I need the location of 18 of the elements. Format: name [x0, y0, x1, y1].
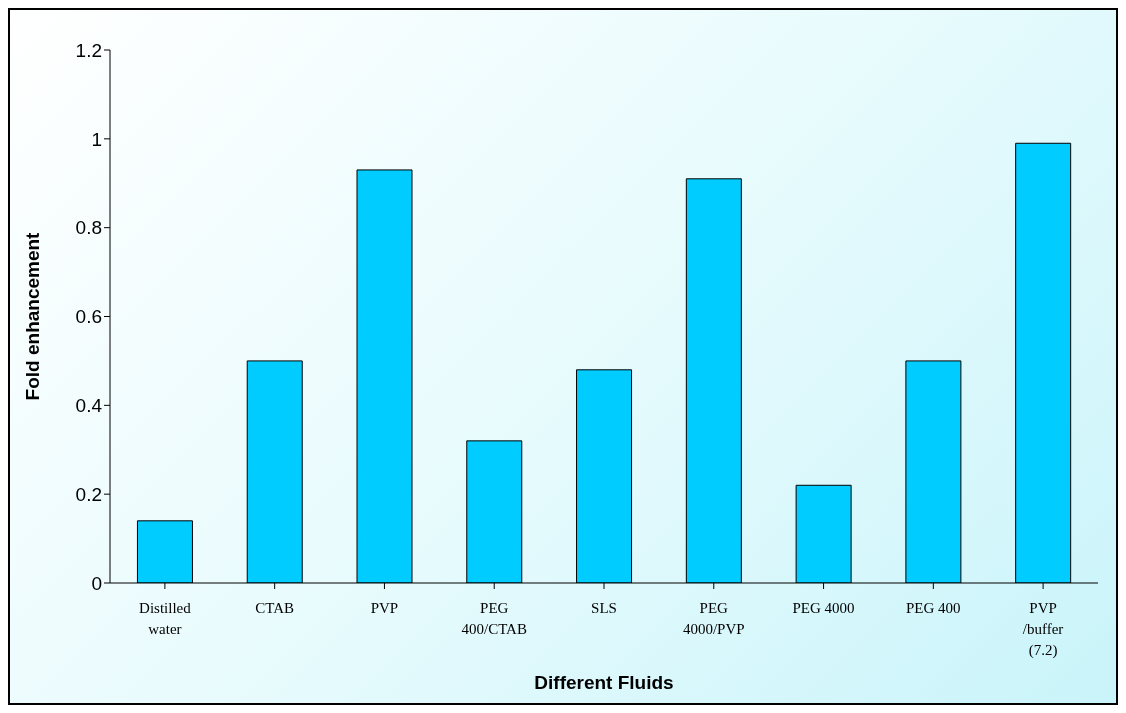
- y-tick-label: 1.2: [75, 39, 102, 61]
- y-axis-title: Fold enhancement: [21, 231, 43, 401]
- x-axis-title: Different Fluids: [534, 672, 674, 693]
- y-tick-label: 0.8: [75, 217, 102, 239]
- x-tick-label: Distilled water: [139, 600, 192, 637]
- x-tick-label: SLS: [591, 600, 617, 616]
- y-tick-label: 0.6: [75, 306, 102, 328]
- x-tick-label: PVP: [370, 600, 399, 616]
- y-tick-label: 0: [91, 572, 102, 594]
- x-tick-label: PEG 400/CTAB: [461, 600, 527, 637]
- y-tick-label: 0.4: [75, 395, 103, 417]
- y-tick-label: 0.2: [75, 483, 102, 505]
- x-tick-label: PVP /buffer (7.2): [1022, 600, 1064, 659]
- x-tick-label: CTAB: [255, 600, 295, 616]
- x-tick-label: PEG 4000/PVP: [682, 600, 745, 637]
- x-tick-label: PEG 4000: [792, 600, 855, 616]
- x-tick-label: PEG 400: [906, 600, 961, 616]
- y-tick-label: 1: [91, 128, 102, 150]
